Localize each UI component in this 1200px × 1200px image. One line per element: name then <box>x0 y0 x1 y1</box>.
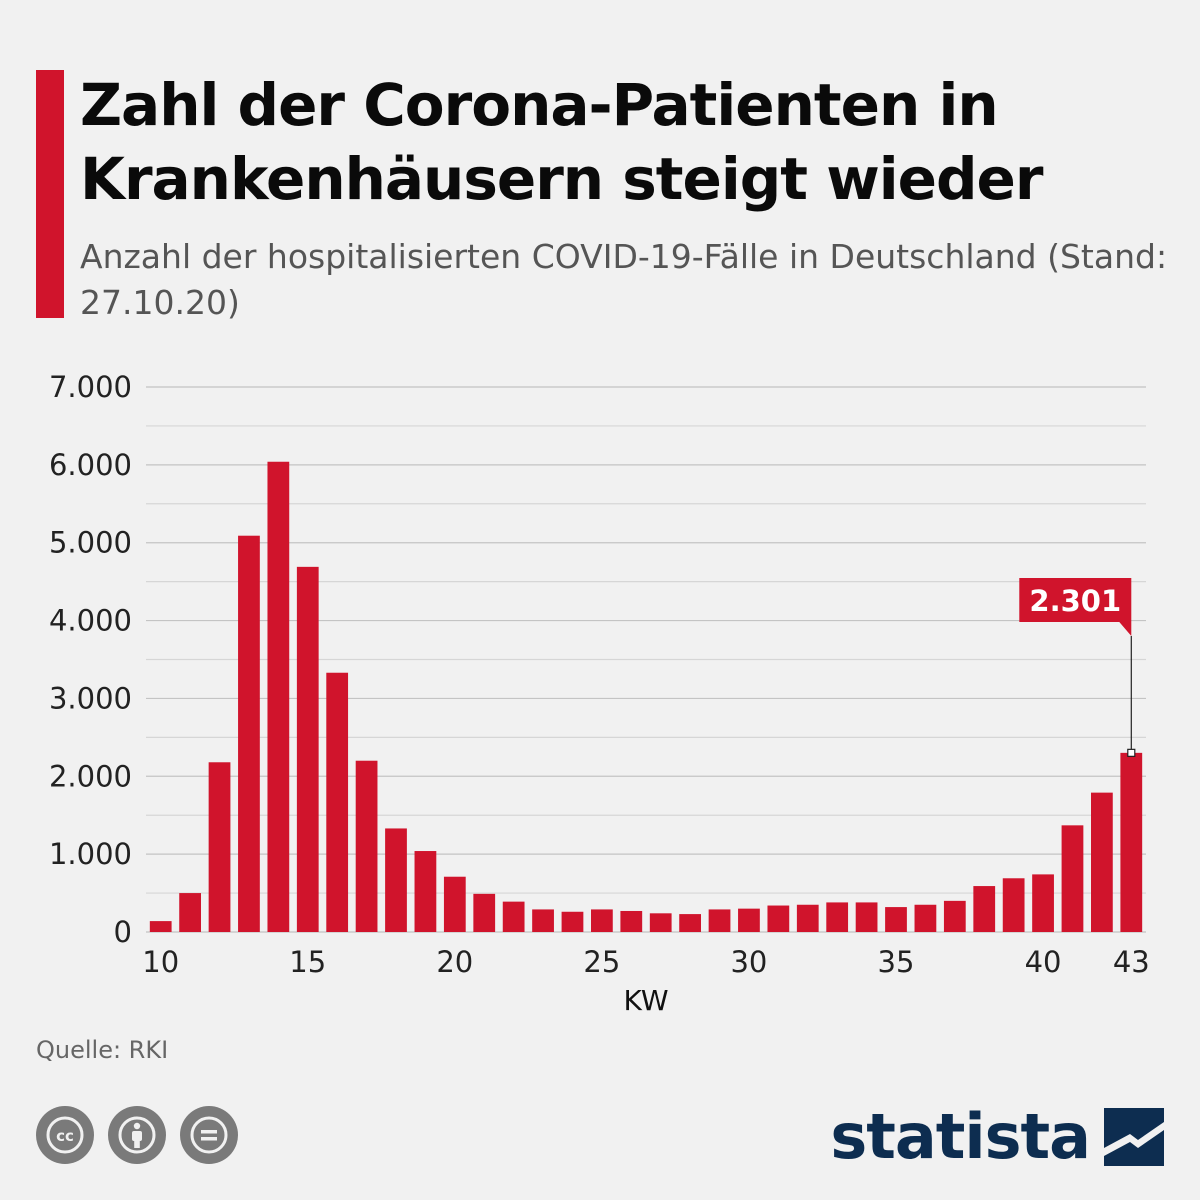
y-tick-label: 0 <box>114 915 132 949</box>
bar <box>767 905 790 932</box>
bar <box>355 760 378 932</box>
bar <box>708 909 731 932</box>
bar <box>1091 792 1113 932</box>
x-tick-label: 10 <box>142 945 179 979</box>
bar <box>532 909 554 932</box>
x-tick-label: 40 <box>1025 945 1062 979</box>
x-tick-label: 43 <box>1113 945 1150 979</box>
y-tick-label: 3.000 <box>49 681 132 715</box>
y-tick-label: 6.000 <box>49 448 132 482</box>
callout-marker <box>1127 748 1136 757</box>
no-derivatives-icon[interactable] <box>180 1106 238 1164</box>
source-note: Quelle: RKI <box>36 1036 169 1064</box>
y-tick-label: 5.000 <box>49 526 132 560</box>
bar <box>826 902 849 932</box>
bar <box>326 672 349 932</box>
statista-logo-icon <box>1104 1107 1164 1166</box>
chart-title: Zahl der Corona-Patienten in Krankenhäus… <box>80 71 1043 213</box>
bar <box>385 828 407 932</box>
bar <box>738 908 760 932</box>
bar <box>473 893 496 932</box>
bar <box>796 904 819 932</box>
attribution-icon[interactable] <box>108 1106 166 1164</box>
callout-value: 2.301 <box>1029 584 1121 618</box>
statista-logo[interactable]: statista <box>830 1100 1164 1173</box>
cc-icon[interactable]: cc <box>36 1106 94 1164</box>
bar <box>267 461 290 932</box>
bar <box>855 902 878 932</box>
title-accent-bar <box>36 70 64 318</box>
bar <box>1002 878 1025 932</box>
x-tick-label: 15 <box>289 945 326 979</box>
chart-subtitle: Anzahl der hospitalisierten COVID-19-Fäl… <box>80 237 1168 322</box>
x-tick-label: 25 <box>583 945 620 979</box>
bar <box>1032 874 1054 932</box>
y-tick-label: 4.000 <box>49 604 132 638</box>
bar <box>208 762 231 932</box>
bar <box>591 909 613 932</box>
bar <box>443 876 466 932</box>
bar <box>679 914 701 932</box>
bar <box>149 921 172 932</box>
bar <box>943 900 966 932</box>
bar <box>885 907 907 932</box>
bar <box>1120 752 1143 932</box>
statista-wordmark: statista <box>830 1100 1091 1173</box>
bar <box>973 886 996 932</box>
bar <box>296 566 319 932</box>
y-tick-label: 7.000 <box>49 370 132 404</box>
bar-chart: 0 1.000 2.000 3.000 4.000 5.000 6.000 7.000 10 15… <box>49 370 1150 1017</box>
bar <box>620 910 643 932</box>
bar <box>238 535 260 932</box>
bar <box>502 901 525 932</box>
x-axis-label: KW <box>623 984 668 1017</box>
bar <box>179 893 201 932</box>
x-tick-label: 30 <box>730 945 767 979</box>
svg-text:cc: cc <box>56 1127 74 1145</box>
callout-box <box>1019 578 1132 636</box>
bar <box>1061 825 1084 932</box>
bar <box>914 904 937 932</box>
x-tick-label: 35 <box>878 945 915 979</box>
y-tick-label: 1.000 <box>49 837 132 871</box>
x-tick-label: 20 <box>436 945 473 979</box>
license-icons: cc <box>36 1106 238 1164</box>
bar <box>414 851 437 932</box>
bar <box>561 911 584 932</box>
y-tick-label: 2.000 <box>49 759 132 793</box>
bar <box>649 913 672 932</box>
